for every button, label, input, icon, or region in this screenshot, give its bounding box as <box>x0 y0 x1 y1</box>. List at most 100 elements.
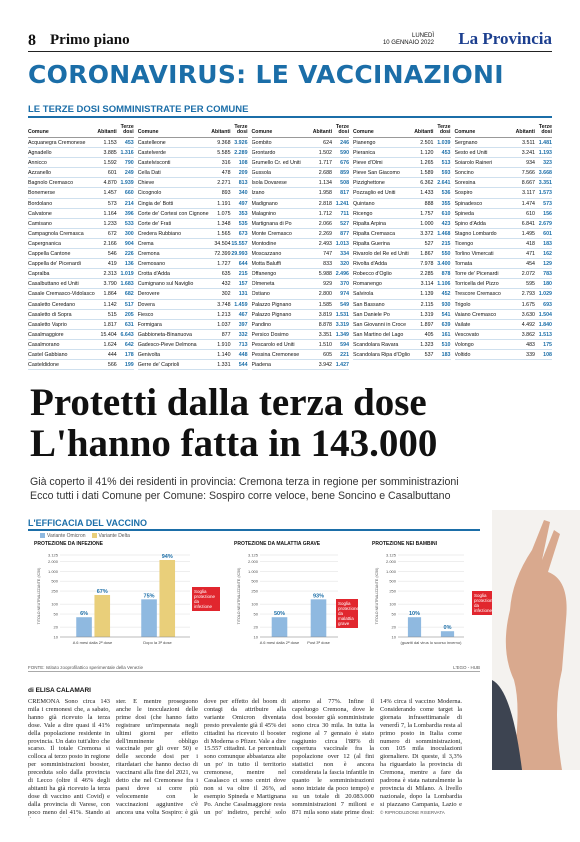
table-row: Sesto ed Uniti 3.241 1.193 <box>454 148 552 159</box>
page-header: 8 Primo piano LUNEDÌ 10 GENNAIO 2022 La P… <box>28 29 552 52</box>
source-line: FONTE: Istituto zooprofilattico sperimen… <box>28 665 480 672</box>
table-row: Pianengo 2.501 1.039 <box>353 138 451 149</box>
table-row: Tornata 454 129 <box>454 259 552 270</box>
table-row: Castel Gabbiano 444 178 <box>28 350 134 361</box>
table-row: Soresina 8.667 3.351 <box>454 178 552 189</box>
data-label: 94% <box>162 554 173 560</box>
table-row: Casaletto di Sopra 515 205 <box>28 310 134 320</box>
y-tick-label: 1.000 <box>248 569 259 574</box>
y-tick-label: 1.000 <box>386 569 397 574</box>
y-tick-label: 100 <box>389 602 396 607</box>
table-row: Sospiro 3.117 1.573 <box>454 188 552 199</box>
infographic-title: L'EFFICACIA DEL VACCINO <box>28 518 480 531</box>
table-row: Ripalta Cremasca 3.372 1.468 <box>353 229 451 239</box>
table-row: Chieve 2.271 813 <box>137 178 248 189</box>
table-row: Crema 34.504 15.557 <box>137 239 248 250</box>
byline: di ELISA CALAMARI <box>28 687 91 694</box>
y-tick-label: 10 <box>54 635 59 640</box>
y-tick-label: 2.000 <box>248 559 259 564</box>
table-row: Calvatone 1.164 396 <box>28 209 134 219</box>
table-row: Stagno Lombardo 1.495 601 <box>454 229 552 239</box>
subheadline: Già coperto il 41% dei residenti in prov… <box>30 476 459 502</box>
table-row: San Daniele Po 1.319 541 <box>353 310 451 320</box>
y-tick-label: 20 <box>254 625 259 630</box>
table-row: Izano 1.958 817 <box>251 188 350 199</box>
table-row: Quintano 888 355 <box>353 199 451 209</box>
x-tick-label: A 6 mesi dalla 2ª dose <box>73 640 113 645</box>
table-row: Capergnanica 2.166 904 <box>28 239 134 250</box>
table-row: Castelvisconti 316 108 <box>137 158 248 169</box>
y-tick-label: 50 <box>54 612 59 617</box>
y-tick-label: 100 <box>251 602 258 607</box>
table-header: Comune Abitanti Terze dosi <box>353 121 451 138</box>
table-row: Rivolta d'Adda 7.978 3.400 <box>353 259 451 270</box>
page-number: 8 <box>28 32 36 49</box>
y-tick-label: 2.000 <box>386 559 397 564</box>
y-tick-label: 3.125 <box>248 553 259 558</box>
table-row: Vescovato 3.862 1.513 <box>454 330 552 340</box>
table-row: Piadena 3.942 1.427 <box>251 360 350 371</box>
bar <box>310 599 327 637</box>
table-title: LE TERZE DOSI SOMMINISTRATE PER COMUNE <box>28 104 552 118</box>
table-row: Cumignano sul Naviglio 432 157 <box>137 279 248 290</box>
y-tick-label: 20 <box>54 625 59 630</box>
table-row: Credera Rubbiano 1.565 673 <box>137 229 248 239</box>
chart-legend: Variante Omicron Variante Delta <box>34 533 130 539</box>
table-row: Casalbuttano ed Uniti 3.790 1.683 <box>28 279 134 290</box>
table-row: Derovere 302 131 <box>137 289 248 300</box>
table-row: Monte Cremasco 2.269 877 <box>251 229 350 239</box>
copyright: © RIPRODUZIONE RISERVATA <box>380 810 445 815</box>
y-tick-label: 1.000 <box>48 569 59 574</box>
table-row: Pessina Cremonese 605 221 <box>251 350 350 361</box>
headline-line-1: Protetti dalla terza dose <box>30 381 427 424</box>
table-row: Palazzo Pignano 3.819 1.531 <box>251 310 350 320</box>
table-row: Cingia de' Botti 1.191 497 <box>137 199 248 209</box>
table-row: Moscazzano 747 334 <box>251 249 350 260</box>
doses-table: Comune Abitanti Terze dosi Acquanegra Cremo… <box>28 121 552 371</box>
bar <box>76 617 92 637</box>
table-row: Casalmorano 1.624 642 <box>28 340 134 350</box>
y-tick-label: 20 <box>392 625 397 630</box>
bar <box>440 631 455 637</box>
y-tick-label: 2.000 <box>48 559 59 564</box>
table-row: Ripalta Guerina 527 215 <box>353 239 451 250</box>
table-row: Bonemerse 1.457 660 <box>28 188 134 199</box>
y-tick-label: 100 <box>51 602 58 607</box>
y-tick-label: 50 <box>392 612 397 617</box>
table-row: Ricengo 1.757 610 <box>353 209 451 219</box>
table-row: Voltido 339 108 <box>454 350 552 361</box>
data-label: 10% <box>409 611 420 617</box>
table-row: Rivarolo del Re ed Uniti 1.867 550 <box>353 249 451 260</box>
bar <box>141 599 157 637</box>
hand-photo <box>492 510 580 770</box>
y-tick-label: 500 <box>389 579 396 584</box>
y-tick-label: 500 <box>251 579 258 584</box>
table-row: Madignano 2.818 1.241 <box>251 199 350 209</box>
table-row: Pieve San Giacomo 1.589 593 <box>353 168 451 179</box>
table-row: San Bassano 2.115 930 <box>353 300 451 310</box>
table-row: Corte de' Cortesi con Cignone 1.075 353 <box>137 209 248 219</box>
chart-children: PROTEZIONE NEI BAMBINI 3.125 2.000 1.000 50… <box>372 541 495 651</box>
table-row: Torricella del Pizzo 595 180 <box>454 279 552 290</box>
table-row: San Martino del Lago 405 161 <box>353 330 451 340</box>
table-row: Pieve d'Olmi 1.265 513 <box>353 158 451 169</box>
issue-date: LUNEDÌ 10 GENNAIO 2022 <box>382 33 434 46</box>
headline-line-2: L'hanno fatta in 143.000 <box>30 422 438 465</box>
table-row: San Giovanni in Croce 1.897 639 <box>353 320 451 330</box>
body-column-5: 14% circa il vaccino Moderna. Consideran… <box>380 698 462 808</box>
table-row: Spineda 610 156 <box>454 209 552 219</box>
table-header: Comune Abitanti Terze dosi <box>454 121 552 138</box>
table-row: Pozzaglio ed Uniti 1.433 536 <box>353 188 451 199</box>
table-row: Corte de' Frati 1.348 535 <box>137 219 248 229</box>
table-row: Scandolara Ravara 1.323 510 <box>353 340 451 350</box>
table-row: Olmeneta 929 370 <box>251 279 350 290</box>
table-row: Ripalta Arpina 1.000 423 <box>353 219 451 229</box>
body-column-1: CREMONA Sono circa 143 mila i cremonesi … <box>28 698 110 818</box>
table-column: Comune Abitanti Terze dosi Acquanegra Cremo… <box>28 121 134 371</box>
chart-severe: PROTEZIONE DA MALATTIA GRAVE 3.125 2.000 1… <box>234 541 359 651</box>
table-header: Comune Abitanti Terze dosi <box>28 121 134 138</box>
y-axis-label: TITOLO NEUTRALIZZANTE (IC50) <box>37 568 41 625</box>
table-row: Gadesco-Pieve Delmona 1.910 713 <box>137 340 248 350</box>
data-label: 75% <box>144 593 155 599</box>
